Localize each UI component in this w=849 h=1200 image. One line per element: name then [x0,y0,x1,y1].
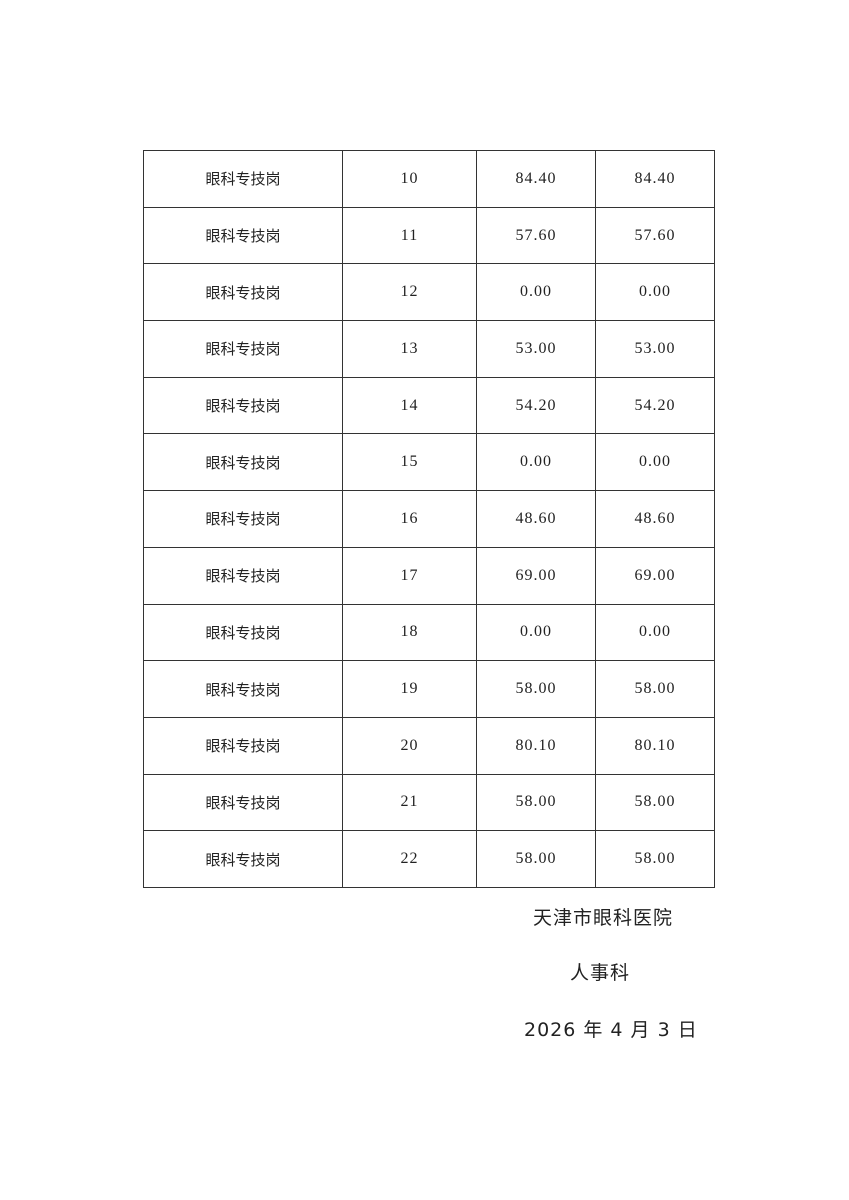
table-row: 眼科专技岗 14 54.20 54.20 [143,376,715,435]
table-row: 眼科专技岗 13 53.00 53.00 [143,320,715,378]
table-row: 眼科专技岗 15 0.00 0.00 [143,433,715,492]
position-cell: 眼科专技岗 [143,376,343,435]
table-row: 眼科专技岗 20 80.10 80.10 [143,716,715,775]
total-score-cell: 48.60 [595,490,715,548]
position-cell: 眼科专技岗 [143,206,343,265]
organization-name: 天津市眼科医院 [533,907,674,929]
total-score-cell: 53.00 [595,320,715,378]
score-cell: 54.20 [476,376,596,435]
total-score-cell: 0.00 [595,263,715,322]
total-score-cell: 0.00 [595,433,715,492]
position-cell: 眼科专技岗 [143,150,343,208]
total-score-cell: 54.20 [595,376,715,435]
position-number-cell: 16 [342,490,477,548]
position-number-cell: 21 [342,773,477,832]
position-number-cell: 20 [342,716,477,775]
score-cell: 80.10 [476,716,596,775]
position-number-cell: 12 [342,263,477,322]
position-number-cell: 13 [342,320,477,378]
total-score-cell: 57.60 [595,206,715,265]
position-number-cell: 17 [342,546,477,605]
position-number-cell: 22 [342,830,477,888]
position-number-cell: 10 [342,150,477,208]
table-row: 眼科专技岗 11 57.60 57.60 [143,206,715,265]
position-cell: 眼科专技岗 [143,660,343,718]
total-score-cell: 58.00 [595,830,715,888]
position-number-cell: 11 [342,206,477,265]
position-cell: 眼科专技岗 [143,830,343,888]
score-cell: 0.00 [476,603,596,662]
score-cell: 0.00 [476,433,596,492]
position-number-cell: 18 [342,603,477,662]
score-cell: 0.00 [476,263,596,322]
table-row: 眼科专技岗 22 58.00 58.00 [143,830,715,888]
position-cell: 眼科专技岗 [143,773,343,832]
total-score-cell: 58.00 [595,773,715,832]
position-number-cell: 14 [342,376,477,435]
total-score-cell: 0.00 [595,603,715,662]
department-name: 人事科 [570,962,631,984]
total-score-cell: 58.00 [595,660,715,718]
position-cell: 眼科专技岗 [143,603,343,662]
score-cell: 58.00 [476,773,596,832]
score-cell: 53.00 [476,320,596,378]
position-cell: 眼科专技岗 [143,263,343,322]
position-number-cell: 19 [342,660,477,718]
total-score-cell: 69.00 [595,546,715,605]
total-score-cell: 80.10 [595,716,715,775]
table-row: 眼科专技岗 16 48.60 48.60 [143,490,715,548]
score-cell: 57.60 [476,206,596,265]
score-cell: 58.00 [476,830,596,888]
position-number-cell: 15 [342,433,477,492]
score-cell: 84.40 [476,150,596,208]
table-row: 眼科专技岗 17 69.00 69.00 [143,546,715,605]
score-cell: 58.00 [476,660,596,718]
table-row: 眼科专技岗 10 84.40 84.40 [143,150,715,208]
table-row: 眼科专技岗 12 0.00 0.00 [143,263,715,322]
table-row: 眼科专技岗 18 0.00 0.00 [143,603,715,662]
position-cell: 眼科专技岗 [143,546,343,605]
score-cell: 48.60 [476,490,596,548]
table-row: 眼科专技岗 21 58.00 58.00 [143,773,715,832]
score-table: 眼科专技岗 10 84.40 84.40 眼科专技岗 11 57.60 57.60 眼科专技岗 1… [143,150,715,888]
position-cell: 眼科专技岗 [143,490,343,548]
position-cell: 眼科专技岗 [143,320,343,378]
total-score-cell: 84.40 [595,150,715,208]
score-cell: 69.00 [476,546,596,605]
table-row: 眼科专技岗 19 58.00 58.00 [143,660,715,718]
position-cell: 眼科专技岗 [143,433,343,492]
score-table-body: 眼科专技岗 10 84.40 84.40 眼科专技岗 11 57.60 57.60 眼科专技岗 1… [143,150,715,888]
issue-date: 2026 年 4 月 3 日 [524,1019,698,1041]
position-cell: 眼科专技岗 [143,716,343,775]
